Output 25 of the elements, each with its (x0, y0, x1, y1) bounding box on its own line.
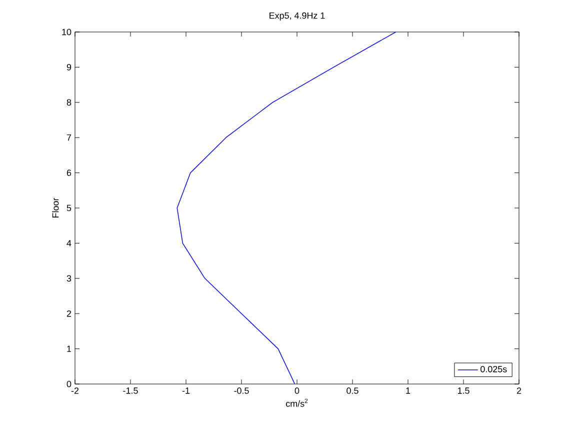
x-tick-label: -1.5 (123, 388, 138, 394)
y-tick-label: 1 (67, 346, 72, 352)
y-tick-label: 7 (66, 134, 72, 141)
y-tick-label: 9 (66, 64, 72, 70)
x-tick-label: 2 (516, 388, 522, 394)
y-tick-label: 3 (66, 275, 72, 282)
x-tick-label: -0.5 (234, 388, 249, 394)
y-tick-label: 10 (62, 28, 72, 36)
y-tick-label: 6 (66, 170, 72, 176)
x-axis-title: cm/s$^{2}$ (286, 398, 308, 407)
y-tick-label: 5 (66, 204, 72, 212)
y-tick-label: 0 (66, 380, 72, 388)
y-tick-label: 2 (66, 310, 72, 317)
y-tick-label: 8 (66, 99, 72, 106)
x-tick-label: -1 (182, 388, 190, 394)
x-tick-label: -2 (71, 388, 79, 394)
x-tick-label: 1.5 (458, 388, 470, 394)
chart-title: Exp5, 4.9Hz 1 (270, 12, 325, 20)
x-tick-label: 1 (406, 388, 410, 394)
x-tick-label: 0 (294, 388, 300, 394)
legend-label: 0.025s (480, 366, 507, 372)
x-tick-label: 0.5 (346, 388, 358, 394)
y-axis-title: Floor (52, 198, 59, 218)
y-tick-label: 4 (66, 240, 72, 246)
line-series (176, 32, 396, 384)
